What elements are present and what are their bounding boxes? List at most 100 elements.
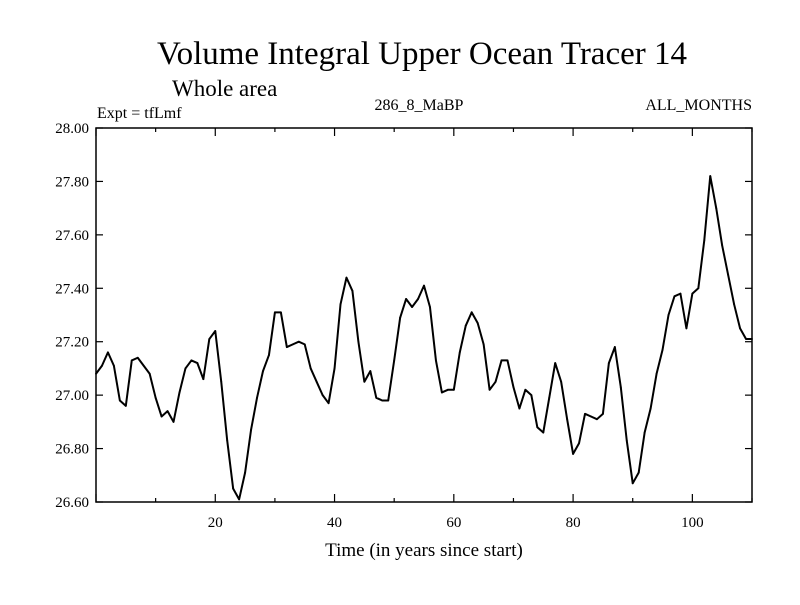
data-point <box>512 386 515 389</box>
data-point <box>452 388 455 391</box>
data-point <box>649 407 652 410</box>
data-point <box>405 298 408 300</box>
data-point <box>506 359 509 362</box>
data-point <box>643 431 646 434</box>
data-point <box>435 359 437 362</box>
data-point <box>661 348 664 351</box>
data-point <box>178 391 181 394</box>
data-point <box>196 362 199 364</box>
y-tick-label: 28.00 <box>55 121 89 137</box>
data-point <box>590 415 592 418</box>
data-point <box>107 351 109 354</box>
data-point <box>500 359 503 362</box>
data-point <box>375 396 378 399</box>
chart-title: Volume Integral Upper Ocean Tracer 14 <box>157 36 687 72</box>
data-point <box>250 428 252 431</box>
data-point <box>351 290 354 292</box>
data-point <box>315 380 318 383</box>
data-point <box>637 471 640 474</box>
data-point <box>619 386 622 389</box>
data-point <box>458 351 461 354</box>
data-point <box>136 356 139 359</box>
data-point <box>679 292 682 295</box>
data-point <box>691 292 694 295</box>
data-point <box>464 324 467 327</box>
data-point <box>536 426 539 429</box>
data-point <box>279 311 282 314</box>
data-point <box>172 420 175 423</box>
y-tick-label: 26.80 <box>55 442 89 458</box>
data-point <box>411 306 413 308</box>
data-point <box>303 343 306 346</box>
data-point <box>112 364 115 367</box>
data-point <box>285 346 288 348</box>
data-point <box>262 370 264 372</box>
data-point <box>118 399 121 402</box>
series-line <box>95 175 752 501</box>
data-point <box>721 244 724 247</box>
data-point <box>309 367 312 370</box>
data-point <box>482 343 485 346</box>
y-tick-label: 27.80 <box>55 174 89 190</box>
data-point <box>393 359 396 362</box>
months-label: ALL_MONTHS <box>645 97 752 114</box>
data-point <box>607 362 610 364</box>
data-point <box>226 439 229 442</box>
y-tick-label: 27.20 <box>55 335 89 351</box>
y-tick-label: 27.60 <box>55 228 89 244</box>
chart-subtitle: Whole area <box>172 76 277 101</box>
y-tick-label: 27.00 <box>55 388 89 404</box>
data-point <box>291 343 294 346</box>
data-point <box>154 396 157 399</box>
x-tick-label: 80 <box>566 515 581 531</box>
data-point <box>440 391 443 394</box>
y-tick-label: 26.60 <box>55 495 89 511</box>
data-point <box>190 359 193 362</box>
data-point <box>357 340 360 343</box>
x-tick-label: 40 <box>327 515 342 531</box>
data-point <box>524 388 527 391</box>
data-point <box>548 396 551 399</box>
data-point <box>274 311 276 314</box>
data-point <box>625 439 628 442</box>
data-point <box>554 362 557 364</box>
series-layer <box>95 175 753 501</box>
data-point <box>244 471 246 474</box>
data-point <box>494 380 497 383</box>
data-point <box>214 330 217 332</box>
data-point <box>381 399 384 402</box>
data-point <box>202 378 205 381</box>
data-point <box>333 367 336 370</box>
x-axis: 20 40 60 80 100 <box>95 128 753 531</box>
x-axis-label: Time (in years since start) <box>325 540 523 561</box>
data-point <box>631 482 634 485</box>
data-point <box>101 364 103 367</box>
data-point <box>220 380 223 383</box>
data-point <box>602 412 604 415</box>
y-tick-label: 27.40 <box>55 281 89 297</box>
data-point <box>584 412 586 415</box>
data-point <box>297 340 300 343</box>
data-point <box>667 314 670 316</box>
data-point <box>476 322 479 324</box>
data-point <box>739 327 741 330</box>
data-point <box>208 338 211 340</box>
data-point <box>530 394 533 397</box>
data-point <box>542 431 545 434</box>
data-point <box>166 410 169 413</box>
data-point <box>566 418 569 421</box>
data-point <box>369 370 372 372</box>
data-point <box>417 298 419 300</box>
data-point <box>399 316 402 319</box>
data-point <box>232 487 235 490</box>
x-tick-label: 20 <box>208 515 223 531</box>
data-point <box>184 367 187 370</box>
data-point <box>387 399 390 402</box>
data-point <box>596 418 598 421</box>
data-point <box>673 295 676 298</box>
data-point <box>327 402 330 405</box>
data-point <box>268 354 270 356</box>
data-point <box>238 498 241 501</box>
